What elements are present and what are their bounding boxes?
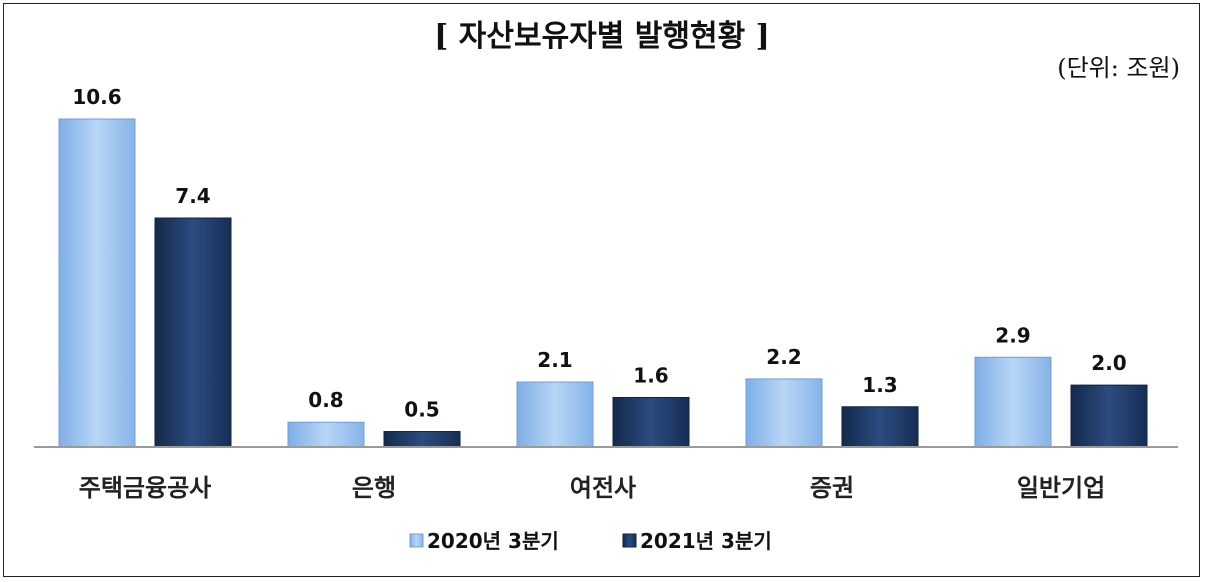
value-label-2021q3-0: 7.4	[175, 184, 210, 208]
value-label-2021q3-3: 1.3	[862, 373, 897, 397]
value-label-2021q3-4: 2.0	[1091, 351, 1126, 375]
bar-2021q3-2	[612, 396, 690, 448]
bar-2021q3-4	[1070, 384, 1148, 448]
chart-frame: [ 자산보유자별 발행현황 ] (단위: 조원) 10.6 7.4 0.8 0.5 2.…	[3, 3, 1200, 577]
value-label-2021q3-1: 0.5	[404, 398, 439, 422]
bar-2020q3-3	[745, 378, 823, 448]
legend-label-2021q3: 2021년 3분기	[640, 529, 772, 553]
category-label-1: 은행	[352, 474, 396, 502]
value-label-2020q3-4: 2.9	[995, 323, 1030, 347]
chart: [ 자산보유자별 발행현황 ] (단위: 조원) 10.6 7.4 0.8 0.5 2.…	[34, 19, 1180, 553]
bar-2021q3-1	[383, 431, 461, 448]
bar-2021q3-3	[841, 406, 919, 448]
legend-swatch-2020q3	[409, 533, 424, 548]
bar-2021q3-0	[154, 217, 232, 448]
bars-layer	[58, 118, 1148, 448]
bar-2020q3-2	[516, 381, 594, 448]
value-labels-layer: 10.6 7.4 0.8 0.5 2.1 1.6 2.2 1.3 2.9 2.0	[72, 85, 1126, 422]
value-label-2020q3-1: 0.8	[308, 388, 343, 412]
value-label-2020q3-2: 2.1	[537, 348, 572, 372]
unit-label: (단위: 조원)	[1057, 54, 1180, 82]
category-label-3: 증권	[810, 474, 854, 502]
category-label-2: 여전사	[570, 474, 636, 502]
legend-label-2020q3: 2020년 3분기	[427, 529, 559, 553]
bar-2020q3-0	[58, 118, 136, 448]
chart-title: [ 자산보유자별 발행현황 ]	[434, 19, 770, 54]
category-label-0: 주택금융공사	[79, 474, 211, 502]
category-labels-layer: 주택금융공사 은행 여전사 증권 일반기업	[79, 474, 1105, 502]
legend-swatch-2021q3	[622, 533, 637, 548]
category-label-4: 일반기업	[1017, 474, 1105, 502]
value-label-2021q3-2: 1.6	[633, 363, 668, 387]
value-label-2020q3-0: 10.6	[72, 85, 121, 109]
bar-2020q3-4	[974, 356, 1052, 448]
value-label-2020q3-3: 2.2	[766, 345, 801, 369]
bar-2020q3-1	[287, 421, 365, 448]
legend: 2020년 3분기 2021년 3분기	[409, 529, 772, 553]
